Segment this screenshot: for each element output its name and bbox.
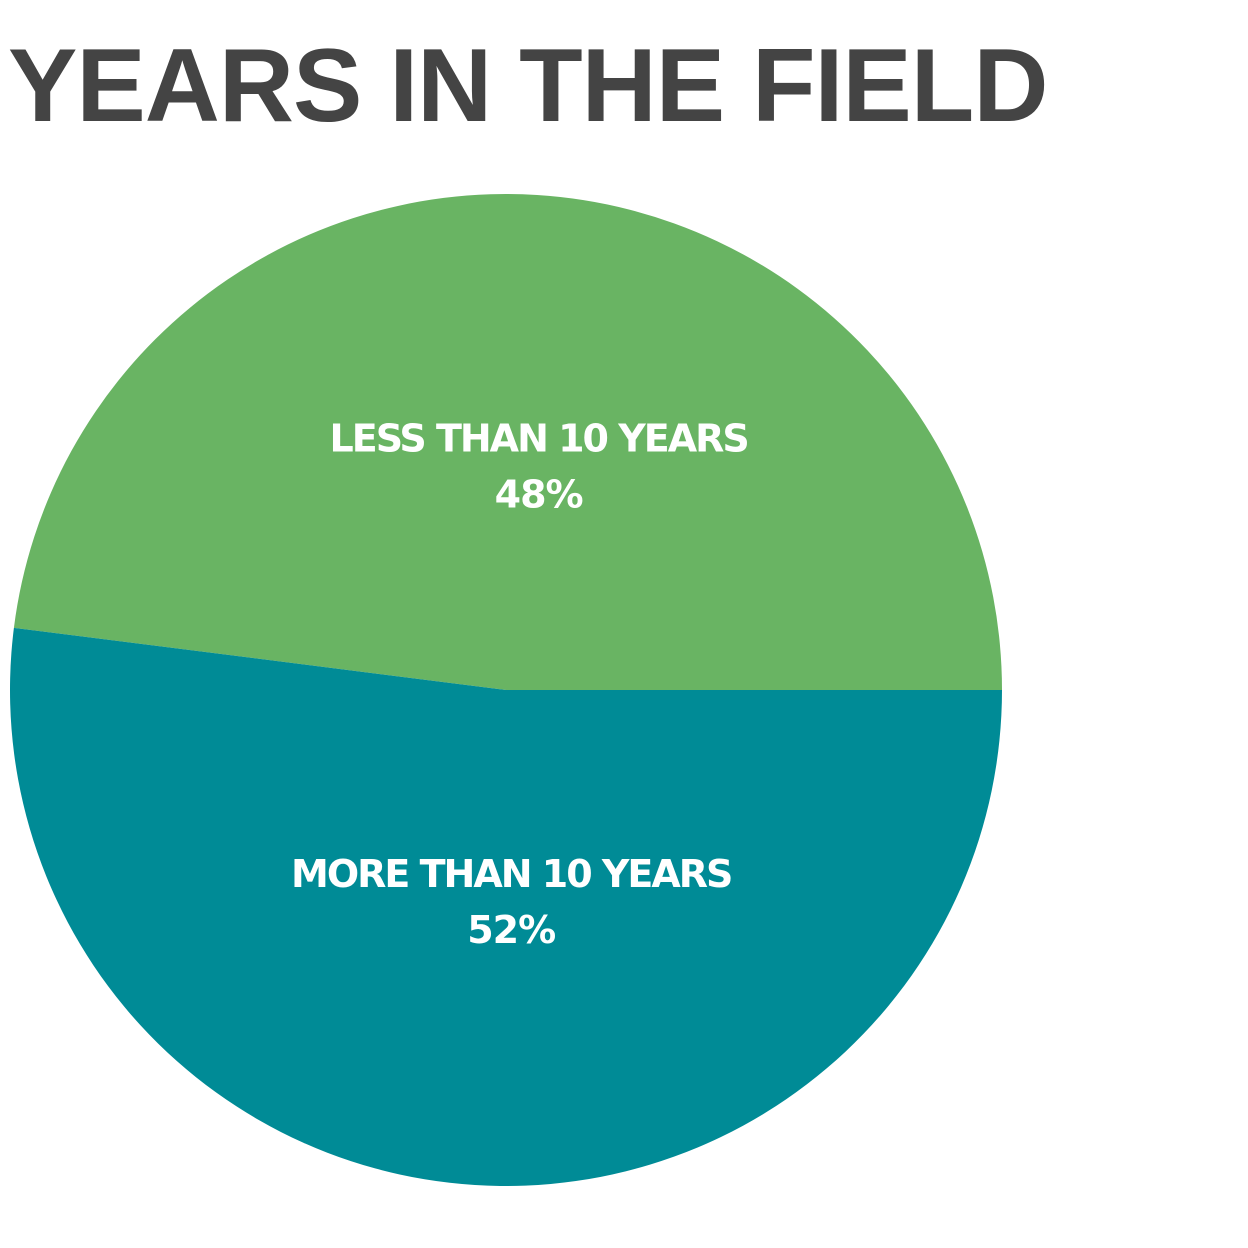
slice-label-2: MORE THAN 10 YEARS xyxy=(291,852,731,896)
chart-title: YEARS IN THE FIELD xyxy=(8,28,1048,144)
slice-label-1: LESS THAN 10 YEARS xyxy=(330,416,748,460)
pie-slice-1 xyxy=(13,194,1002,690)
slice-value-2: 52% xyxy=(467,908,555,952)
slice-value-1: 48% xyxy=(495,472,583,516)
pie-slice-2 xyxy=(9,627,1003,1187)
